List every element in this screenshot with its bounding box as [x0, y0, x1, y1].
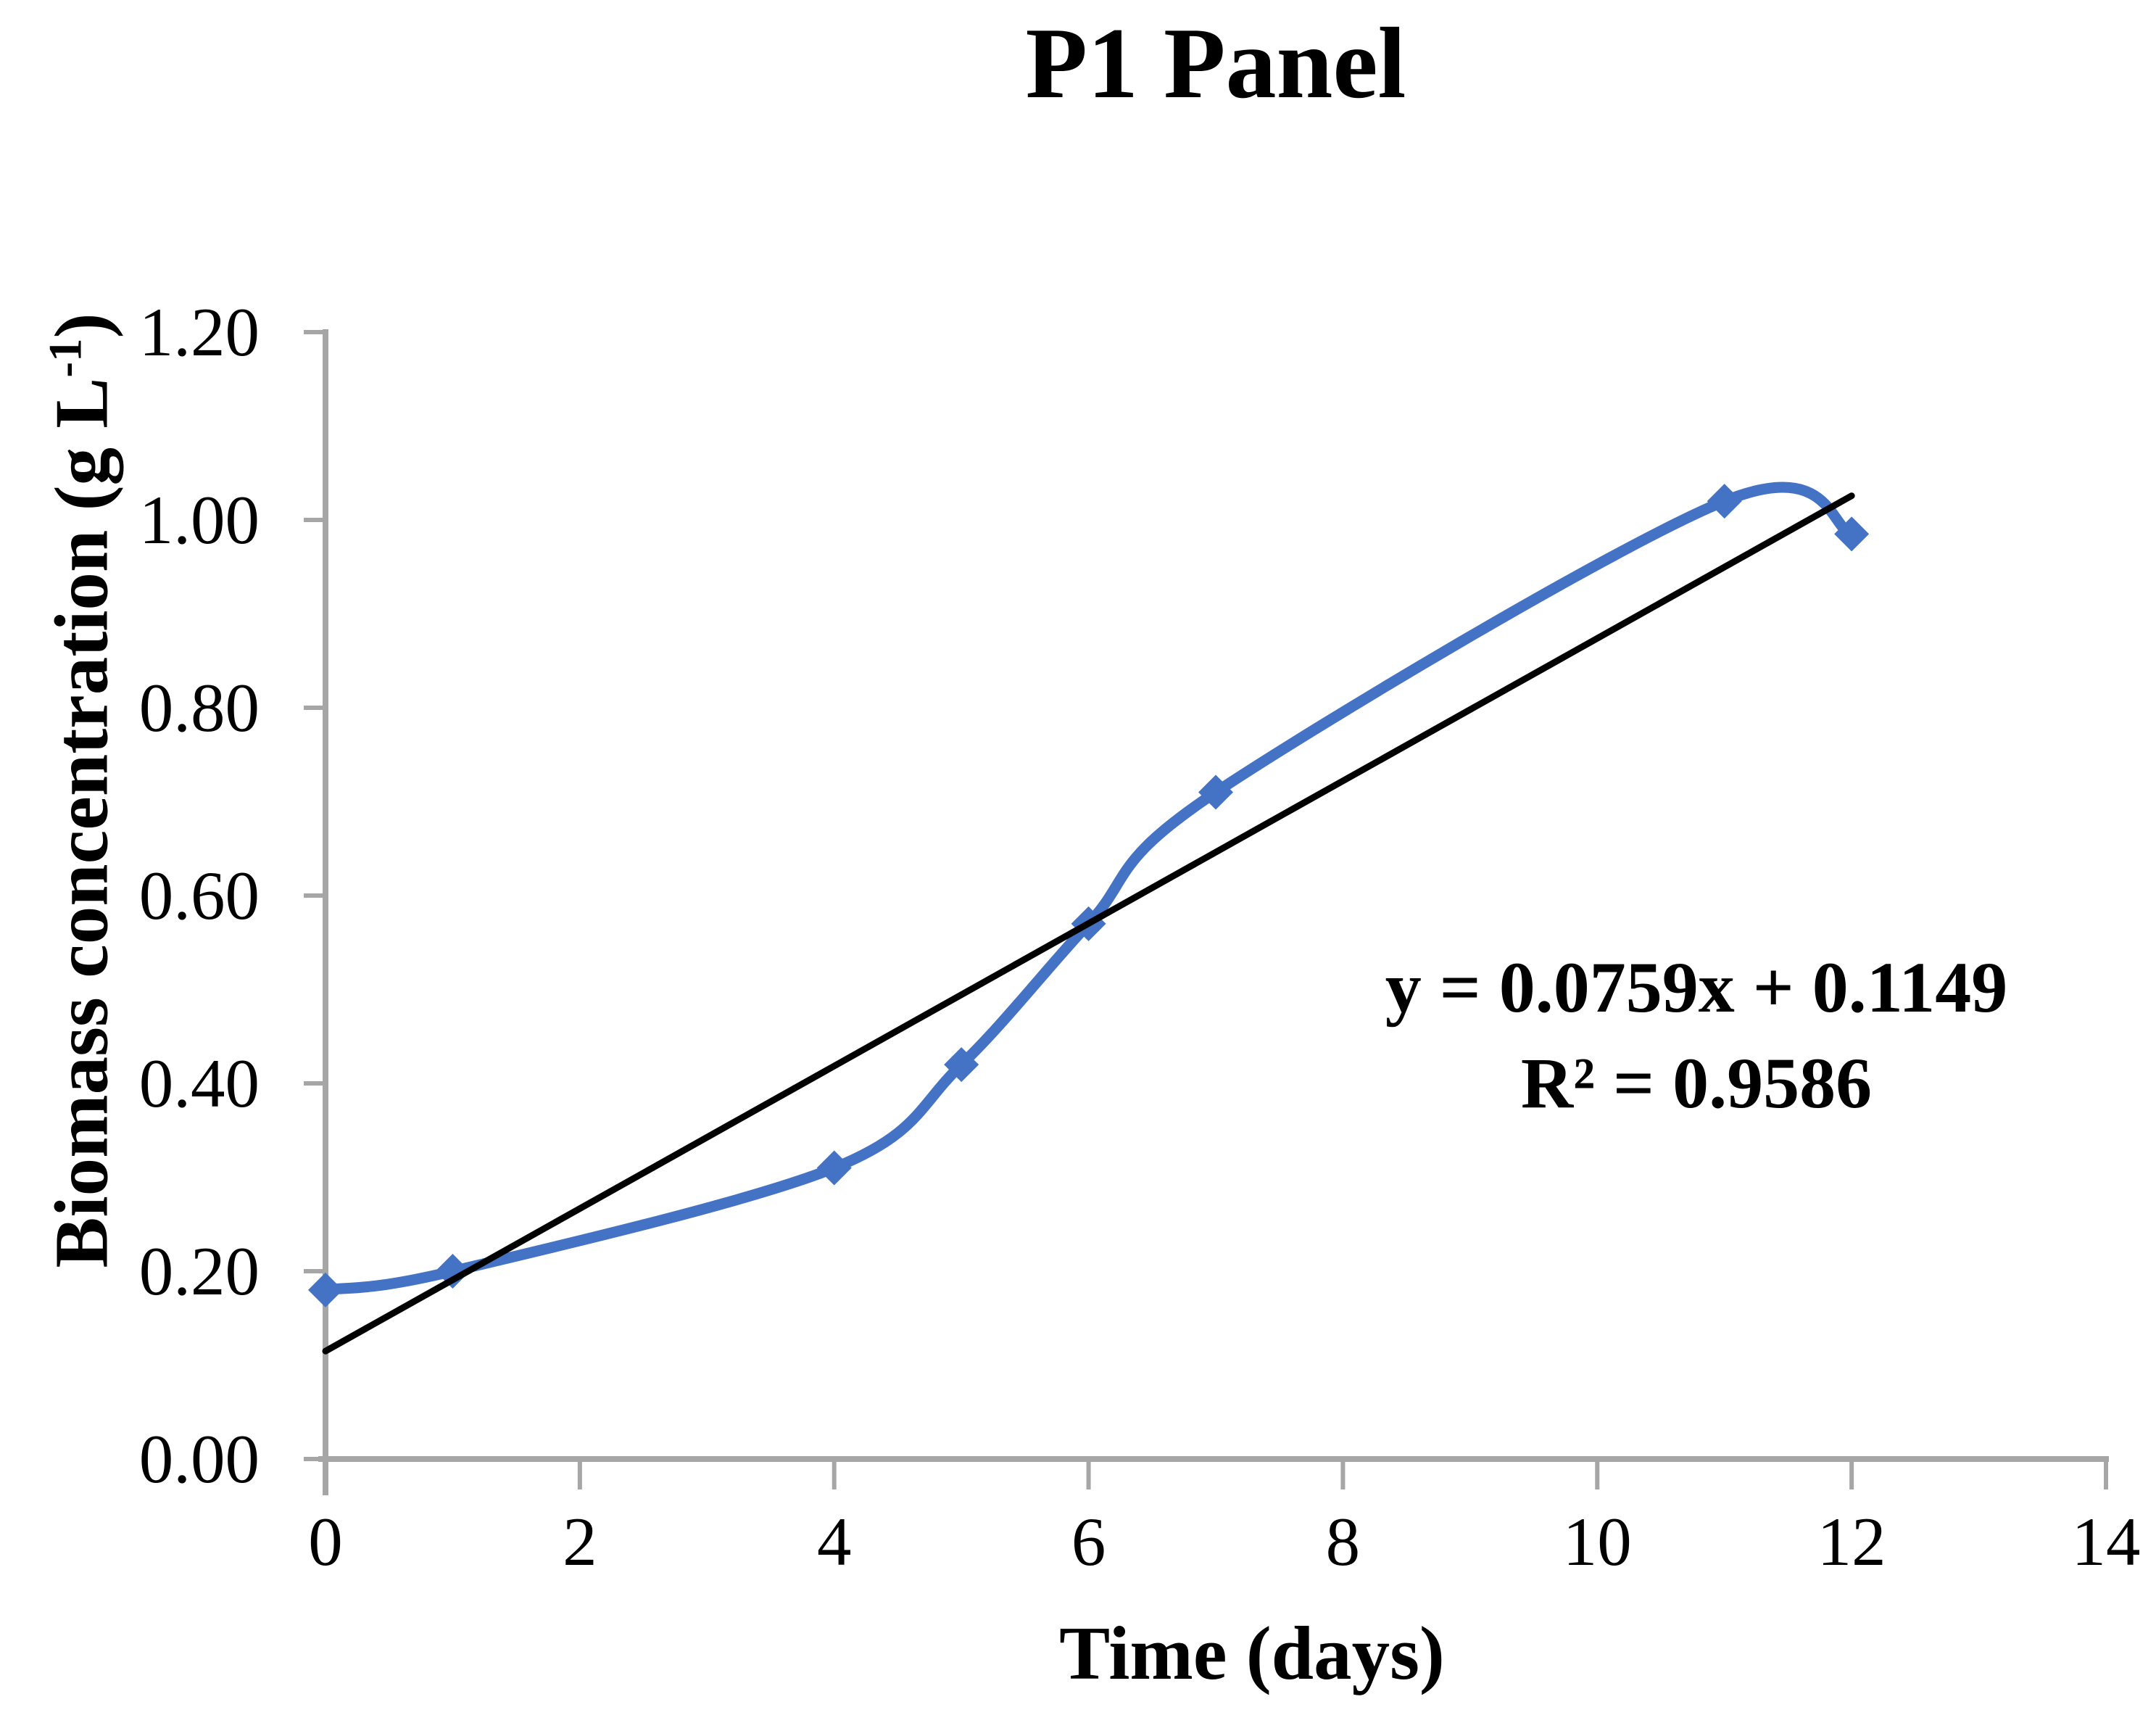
data-point-marker [308, 1272, 343, 1307]
trendline-r-squared: R² = 0.9586 [1520, 1043, 1873, 1123]
data-point-marker [944, 1047, 979, 1083]
y-axis-title: Biomass concentration (g L-1) [38, 313, 125, 1268]
y-tick-label: 0.40 [138, 1045, 260, 1122]
y-tick-label: 0.00 [138, 1421, 260, 1497]
data-point-marker [1198, 774, 1233, 810]
series-line [320, 482, 1857, 1296]
x-tick-label: 12 [1817, 1503, 1886, 1580]
x-tick-label: 2 [563, 1503, 597, 1580]
data-point-marker [435, 1254, 470, 1289]
trendline-annotation: y = 0.0759x + 0.1149 R² = 0.9586 [1189, 940, 2156, 1131]
x-tick-label: 0 [308, 1503, 343, 1580]
x-tick-label: 6 [1071, 1503, 1106, 1580]
y-tick-label: 1.00 [138, 482, 260, 558]
chart-title: P1 Panel [1025, 7, 1406, 120]
x-tick-label: 8 [1325, 1503, 1361, 1580]
y-tick-label: 0.60 [138, 857, 260, 934]
trendline [322, 492, 1855, 1355]
y-tick-label: 0.80 [138, 669, 260, 746]
data-point-marker [816, 1150, 852, 1186]
trendline-equation: y = 0.0759x + 0.1149 [1385, 947, 2008, 1028]
data-point-marker [1707, 484, 1742, 519]
data-point-marker [1834, 516, 1870, 552]
x-tick-label: 10 [1562, 1503, 1632, 1580]
x-tick-label: 4 [816, 1503, 852, 1580]
x-tick-label: 14 [2071, 1503, 2141, 1580]
x-axis-title: Time (days) [1059, 1611, 1445, 1695]
y-tick-label: 0.20 [138, 1233, 260, 1310]
y-tick-label: 1.20 [138, 294, 260, 371]
